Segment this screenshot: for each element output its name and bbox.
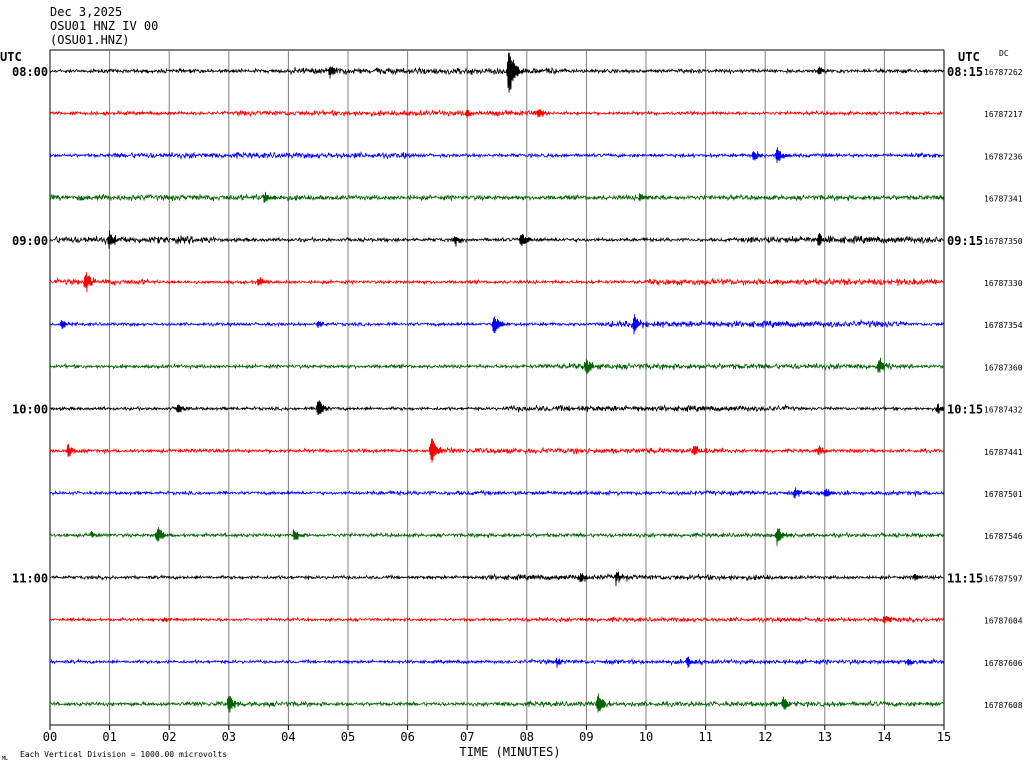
right-time-label: 08:15: [947, 65, 983, 79]
x-axis-title: TIME (MINUTES): [459, 745, 560, 759]
vertical-division-note: Each Vertical Division = 1000.00 microvo…: [20, 750, 227, 759]
left-time-label: 08:00: [12, 65, 48, 79]
utc-right-label: UTC: [958, 50, 980, 64]
x-tick-label: 03: [222, 730, 236, 744]
dc-offset-value: 16787360: [984, 363, 1023, 372]
x-tick-label: 10: [639, 730, 653, 744]
seismic-trace-line: [49, 400, 945, 416]
right-time-label: 11:15: [947, 571, 983, 585]
x-tick-label: 09: [579, 730, 593, 744]
dc-offset-value: 16787217: [984, 110, 1023, 119]
x-tick-label: 15: [937, 730, 951, 744]
dc-offset-value: 16787441: [984, 448, 1023, 457]
seismic-trace-line: [49, 438, 945, 463]
right-time-label: 10:15: [947, 403, 983, 417]
seismic-trace-line: [49, 314, 945, 335]
record-date: Dec 3,2025: [50, 5, 123, 19]
x-tick-label: 08: [520, 730, 534, 744]
seismic-trace-line: [49, 52, 945, 93]
dc-offset-value: 16787350: [984, 237, 1023, 246]
seismic-trace-line: [49, 147, 945, 163]
dc-offset-value: 16787546: [984, 532, 1023, 541]
utc-left-label: UTC: [0, 50, 22, 64]
x-tick-label: 11: [698, 730, 712, 744]
seismic-trace-line: [49, 272, 945, 293]
dc-offset-value: 16787501: [984, 490, 1023, 499]
left-time-label: 10:00: [12, 403, 48, 417]
x-tick-label: 13: [818, 730, 832, 744]
seismic-trace-line: [49, 693, 945, 713]
dc-offset-value: 16787606: [984, 659, 1023, 668]
seismic-trace-line: [49, 357, 945, 375]
station-name: OSU01 HNZ IV 00: [50, 19, 159, 33]
dc-offset-value: 16787604: [984, 617, 1023, 626]
dc-offset-value: 16787432: [984, 406, 1023, 415]
x-tick-label: 12: [758, 730, 772, 744]
seismic-trace-line: [49, 191, 945, 203]
left-time-label: 09:00: [12, 234, 48, 248]
seismic-trace-line: [49, 527, 945, 547]
x-tick-label: 06: [400, 730, 414, 744]
seismic-trace-line: [49, 656, 944, 668]
x-tick-label: 14: [877, 730, 891, 744]
footnote-mark: ML: [2, 756, 8, 762]
right-time-label: 09:15: [947, 234, 983, 248]
dc-offset-value: 16787236: [984, 152, 1023, 161]
seismic-trace-line: [49, 109, 945, 119]
dc-offset-value: 16787330: [984, 279, 1023, 288]
seismic-traces: [49, 52, 945, 713]
x-tick-label: 05: [341, 730, 355, 744]
seismic-trace-line: [49, 616, 945, 624]
x-tick-label: 01: [102, 730, 116, 744]
x-tick-label: 07: [460, 730, 474, 744]
dc-header-label: DC: [999, 49, 1009, 58]
dc-offset-value: 16787608: [984, 701, 1023, 710]
dc-offset-value: 16787262: [984, 68, 1023, 77]
channel-name: (OSU01.HNZ): [50, 33, 130, 47]
x-tick-label: 04: [281, 730, 295, 744]
dc-offset-value: 16787341: [984, 195, 1023, 204]
seismic-trace-line: [49, 230, 945, 249]
dc-offset-value: 16787597: [984, 574, 1023, 583]
plot-grid: [49, 49, 945, 730]
x-tick-label: 02: [162, 730, 176, 744]
dc-offset-value: 16787354: [984, 321, 1023, 330]
seismic-trace-line: [49, 487, 945, 499]
left-time-label: 11:00: [12, 571, 48, 585]
seismic-trace-line: [49, 571, 945, 587]
x-tick-label: 00: [43, 730, 57, 744]
plot-labels: UTC UTC DC TIME (MINUTES) Each Vertical …: [0, 49, 1023, 762]
